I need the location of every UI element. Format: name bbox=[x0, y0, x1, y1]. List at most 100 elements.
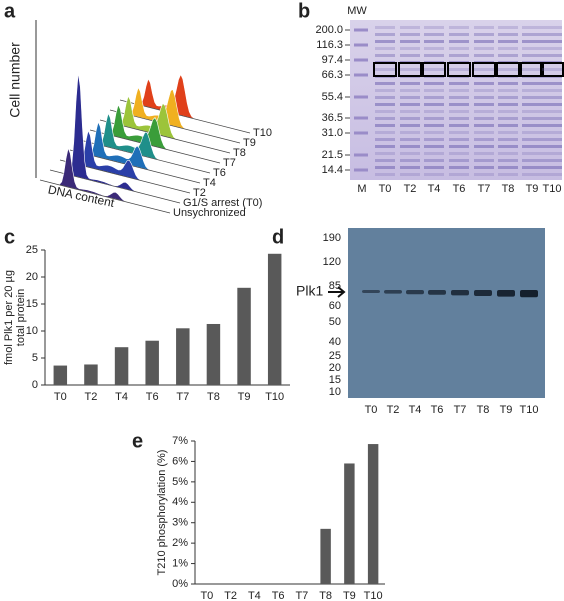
marker-band bbox=[354, 73, 368, 77]
gel-band bbox=[400, 152, 420, 155]
gel-band bbox=[400, 26, 420, 29]
gel-band bbox=[400, 96, 420, 99]
lane-label: T4 bbox=[409, 404, 422, 416]
blot-band bbox=[362, 290, 380, 293]
gel-band bbox=[542, 68, 562, 71]
y-tick-label: 20 bbox=[26, 271, 38, 283]
arrow bbox=[328, 286, 346, 298]
bar bbox=[114, 347, 129, 385]
gel-band bbox=[400, 103, 420, 106]
gel-band bbox=[474, 40, 494, 43]
gel-band bbox=[375, 103, 395, 106]
gel-band bbox=[400, 145, 420, 148]
mw-label: 55.4 bbox=[322, 91, 343, 103]
marker-band bbox=[354, 153, 368, 157]
gel-band bbox=[474, 110, 494, 113]
mw-label: 14.4 bbox=[322, 164, 343, 176]
gel-band bbox=[542, 33, 562, 36]
gel-band bbox=[474, 124, 494, 127]
gel-band bbox=[474, 166, 494, 169]
blot-band bbox=[406, 290, 424, 295]
gel-band bbox=[498, 54, 518, 57]
gel-band bbox=[498, 68, 518, 71]
y-tick-label: 6% bbox=[172, 455, 188, 467]
lane-label: T0 bbox=[379, 183, 392, 195]
gel-band bbox=[522, 82, 542, 85]
gel-band bbox=[474, 103, 494, 106]
y-tick-label: 7% bbox=[172, 435, 188, 447]
gel-band bbox=[449, 47, 469, 50]
lane-label: T0 bbox=[365, 404, 378, 416]
box bbox=[447, 62, 471, 77]
gel-band bbox=[542, 103, 562, 106]
gel-band bbox=[375, 173, 395, 176]
gel-band bbox=[375, 33, 395, 36]
gel-band bbox=[498, 166, 518, 169]
gel-band bbox=[375, 54, 395, 57]
trace-label: G1/S arrest (T0) bbox=[183, 197, 262, 209]
gel-band bbox=[522, 40, 542, 43]
gel-band bbox=[542, 47, 562, 50]
x-tick-label: T0 bbox=[200, 590, 213, 601]
y-label: Cell number bbox=[7, 42, 23, 118]
bar bbox=[320, 528, 331, 584]
lane-label: T6 bbox=[431, 404, 444, 416]
trace-label: T8 bbox=[233, 147, 246, 159]
trace-label: T4 bbox=[203, 177, 216, 189]
gel-band bbox=[474, 33, 494, 36]
gel-band bbox=[449, 82, 469, 85]
gel-band bbox=[498, 138, 518, 141]
gel-band bbox=[498, 117, 518, 120]
mw-label: 116.3 bbox=[316, 39, 343, 51]
trace-label: T10 bbox=[253, 127, 272, 139]
gel-band bbox=[424, 103, 444, 106]
gel-band bbox=[522, 96, 542, 99]
y-tick-label: 0 bbox=[32, 379, 38, 391]
lane-label: T6 bbox=[453, 183, 466, 195]
gel-band bbox=[522, 152, 542, 155]
gel-band bbox=[400, 166, 420, 169]
gel-band bbox=[400, 117, 420, 120]
gel-band bbox=[424, 47, 444, 50]
gel-band bbox=[498, 33, 518, 36]
gel-band bbox=[424, 96, 444, 99]
x-tick-label: T0 bbox=[54, 391, 67, 403]
gel-band bbox=[474, 54, 494, 57]
gel bbox=[350, 20, 562, 180]
gel-band bbox=[522, 89, 542, 92]
bar bbox=[237, 287, 251, 385]
gel-band bbox=[522, 47, 542, 50]
gel-band bbox=[375, 89, 395, 92]
gel-band bbox=[449, 117, 469, 120]
gel-band bbox=[400, 89, 420, 92]
gel-band bbox=[424, 33, 444, 36]
y-tick-label: 3% bbox=[172, 517, 188, 529]
gel-band bbox=[474, 131, 494, 134]
gel-band bbox=[522, 103, 542, 106]
gel-band bbox=[424, 26, 444, 29]
lane-label: T8 bbox=[502, 183, 515, 195]
mw-label: 31.0 bbox=[322, 127, 343, 139]
bar bbox=[145, 340, 159, 385]
gel-band bbox=[400, 138, 420, 141]
gel-band bbox=[474, 117, 494, 120]
box bbox=[398, 62, 422, 77]
y-label: fmol Plk1 per 20 µg bbox=[3, 270, 15, 365]
gel-band bbox=[449, 173, 469, 176]
gel-band bbox=[522, 166, 542, 169]
gel-band bbox=[522, 131, 542, 134]
gel-band bbox=[449, 33, 469, 36]
bar bbox=[53, 365, 68, 385]
y-label: T210 phosphorylation (%) bbox=[156, 450, 168, 576]
trace-label: Unsychronized bbox=[173, 207, 246, 219]
gel-band bbox=[375, 138, 395, 141]
gel-band bbox=[375, 68, 395, 71]
gel-band bbox=[375, 47, 395, 50]
x-tick-label: T7 bbox=[295, 590, 308, 601]
x-tick-label: T9 bbox=[343, 590, 356, 601]
panel-letter: d bbox=[272, 226, 284, 248]
gel-band bbox=[400, 82, 420, 85]
gel-band bbox=[375, 166, 395, 169]
y-tick-label: 15 bbox=[26, 298, 38, 310]
